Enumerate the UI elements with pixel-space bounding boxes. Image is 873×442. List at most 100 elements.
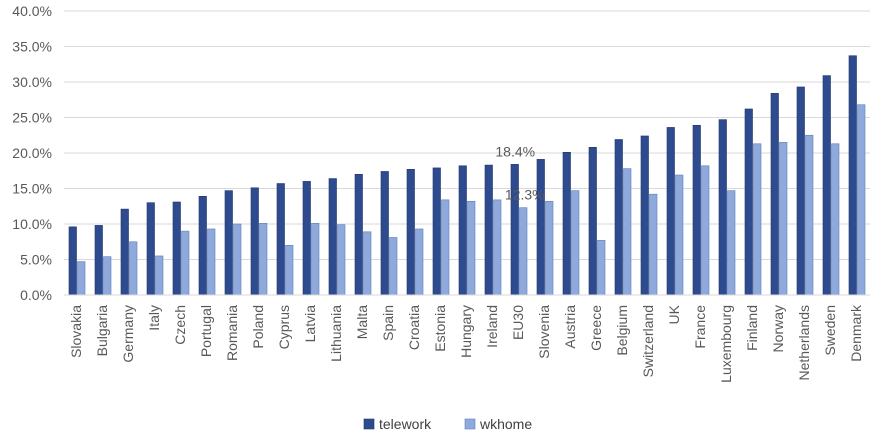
bar-wkhome bbox=[207, 228, 216, 296]
bar-telework bbox=[250, 187, 259, 296]
legend-swatch-telework bbox=[363, 418, 375, 430]
x-tick-label: Belgium bbox=[614, 305, 630, 356]
bar-telework bbox=[198, 196, 207, 296]
x-tick-label: EU30 bbox=[510, 305, 526, 340]
bar-telework bbox=[68, 226, 77, 296]
x-tick-label: Slovenia bbox=[536, 305, 552, 359]
y-tick-label: 5.0% bbox=[20, 252, 52, 268]
x-tick-label: Hungary bbox=[458, 305, 474, 358]
bar-telework bbox=[848, 55, 857, 296]
bar-wkhome bbox=[701, 165, 710, 296]
x-tick-label: Poland bbox=[250, 305, 266, 349]
bar-wkhome bbox=[623, 168, 632, 296]
x-tick-label: Cyprus bbox=[276, 305, 292, 349]
bar-telework bbox=[614, 139, 623, 296]
bar-wkhome bbox=[181, 230, 190, 296]
bar-wkhome bbox=[155, 255, 164, 296]
bar-wkhome bbox=[129, 241, 138, 296]
bar-telework bbox=[640, 135, 649, 296]
bar-telework bbox=[458, 165, 467, 296]
bar-telework bbox=[120, 208, 129, 296]
x-tick-label: Luxembourg bbox=[718, 305, 734, 383]
bar-telework bbox=[302, 181, 311, 296]
data-label: 12.3% bbox=[505, 187, 545, 203]
bar-telework bbox=[562, 151, 571, 296]
bar-telework bbox=[328, 178, 337, 296]
x-tick-label: Spain bbox=[380, 305, 396, 341]
bar-wkhome bbox=[727, 190, 736, 296]
bar-wkhome bbox=[493, 199, 502, 296]
bar-wkhome bbox=[363, 231, 372, 296]
x-tick-label: Greece bbox=[588, 305, 604, 351]
y-tick-label: 25.0% bbox=[12, 110, 52, 126]
bar-wkhome bbox=[545, 200, 554, 296]
bar-telework bbox=[172, 201, 181, 296]
y-tick-label: 0.0% bbox=[20, 287, 52, 303]
bar-wkhome bbox=[649, 193, 658, 296]
x-tick-label: Malta bbox=[354, 305, 370, 339]
x-tick-label: France bbox=[692, 305, 708, 349]
bar-telework bbox=[692, 125, 701, 296]
bar-telework bbox=[822, 75, 831, 296]
bar-telework bbox=[224, 190, 233, 296]
gridlines bbox=[64, 10, 870, 296]
bar-telework bbox=[510, 164, 519, 296]
bar-telework bbox=[796, 86, 805, 296]
bar-telework bbox=[380, 171, 389, 296]
x-axis: Slovakia Bulgaria Germany Italy Czech Portuga… bbox=[64, 294, 870, 383]
x-tick-label: Romania bbox=[224, 305, 240, 361]
bar-telework bbox=[666, 127, 675, 296]
legend-swatch-wkhome bbox=[464, 418, 476, 430]
bar-telework bbox=[354, 174, 363, 296]
bar-telework bbox=[406, 169, 415, 296]
x-tick-label: Portugal bbox=[198, 305, 214, 357]
bar-wkhome bbox=[571, 190, 580, 296]
x-tick-label: Bulgaria bbox=[94, 305, 110, 357]
bar-wkhome bbox=[415, 228, 424, 296]
y-tick-label: 40.0% bbox=[12, 3, 52, 19]
legend-label-wkhome: wkhome bbox=[479, 416, 532, 432]
bar-wkhome bbox=[389, 237, 398, 296]
bar-wkhome bbox=[519, 207, 528, 296]
x-tick-label: Slovakia bbox=[68, 305, 84, 358]
bar-wkhome bbox=[285, 245, 294, 296]
bar-telework bbox=[94, 225, 103, 296]
bar-telework bbox=[536, 159, 545, 296]
annotations: 18.4% 12.3% bbox=[495, 143, 544, 202]
y-tick-label: 30.0% bbox=[12, 74, 52, 90]
x-tick-label: Lithuania bbox=[328, 305, 344, 362]
bar-wkhome bbox=[311, 222, 320, 296]
bar-wkhome bbox=[597, 240, 606, 296]
y-axis: 0.0% 5.0% 10.0% 15.0% 20.0% 25.0% 30.0% 35.0% 40… bbox=[12, 3, 52, 303]
bar-telework bbox=[744, 108, 753, 296]
x-tick-label: Denmark bbox=[848, 304, 864, 362]
data-label: 18.4% bbox=[495, 143, 535, 159]
x-tick-label: UK bbox=[666, 304, 682, 324]
x-tick-label: Latvia bbox=[302, 305, 318, 343]
bar-telework bbox=[484, 164, 493, 296]
bar-wkhome bbox=[675, 174, 684, 296]
y-tick-label: 15.0% bbox=[12, 181, 52, 197]
bar-wkhome bbox=[233, 223, 242, 296]
x-tick-label: Croatia bbox=[406, 305, 422, 350]
legend-label-telework: telework bbox=[379, 416, 432, 432]
bar-wkhome bbox=[259, 222, 268, 296]
bars bbox=[68, 55, 866, 296]
x-tick-label: Estonia bbox=[432, 305, 448, 352]
y-tick-label: 20.0% bbox=[12, 145, 52, 161]
x-tick-label: Norway bbox=[770, 305, 786, 352]
x-tick-label: Sweden bbox=[822, 305, 838, 356]
bar-wkhome bbox=[77, 261, 86, 296]
bar-telework bbox=[146, 202, 155, 296]
bar-wkhome bbox=[857, 104, 866, 296]
y-tick-label: 10.0% bbox=[12, 216, 52, 232]
bar-telework bbox=[588, 147, 597, 296]
bar-telework bbox=[718, 119, 727, 296]
x-tick-label: Finland bbox=[744, 305, 760, 351]
x-tick-label: Switzerland bbox=[640, 305, 656, 377]
bar-wkhome bbox=[441, 199, 450, 296]
x-tick-label: Czech bbox=[172, 305, 188, 345]
bar-telework bbox=[432, 167, 441, 296]
bar-wkhome bbox=[831, 143, 840, 296]
